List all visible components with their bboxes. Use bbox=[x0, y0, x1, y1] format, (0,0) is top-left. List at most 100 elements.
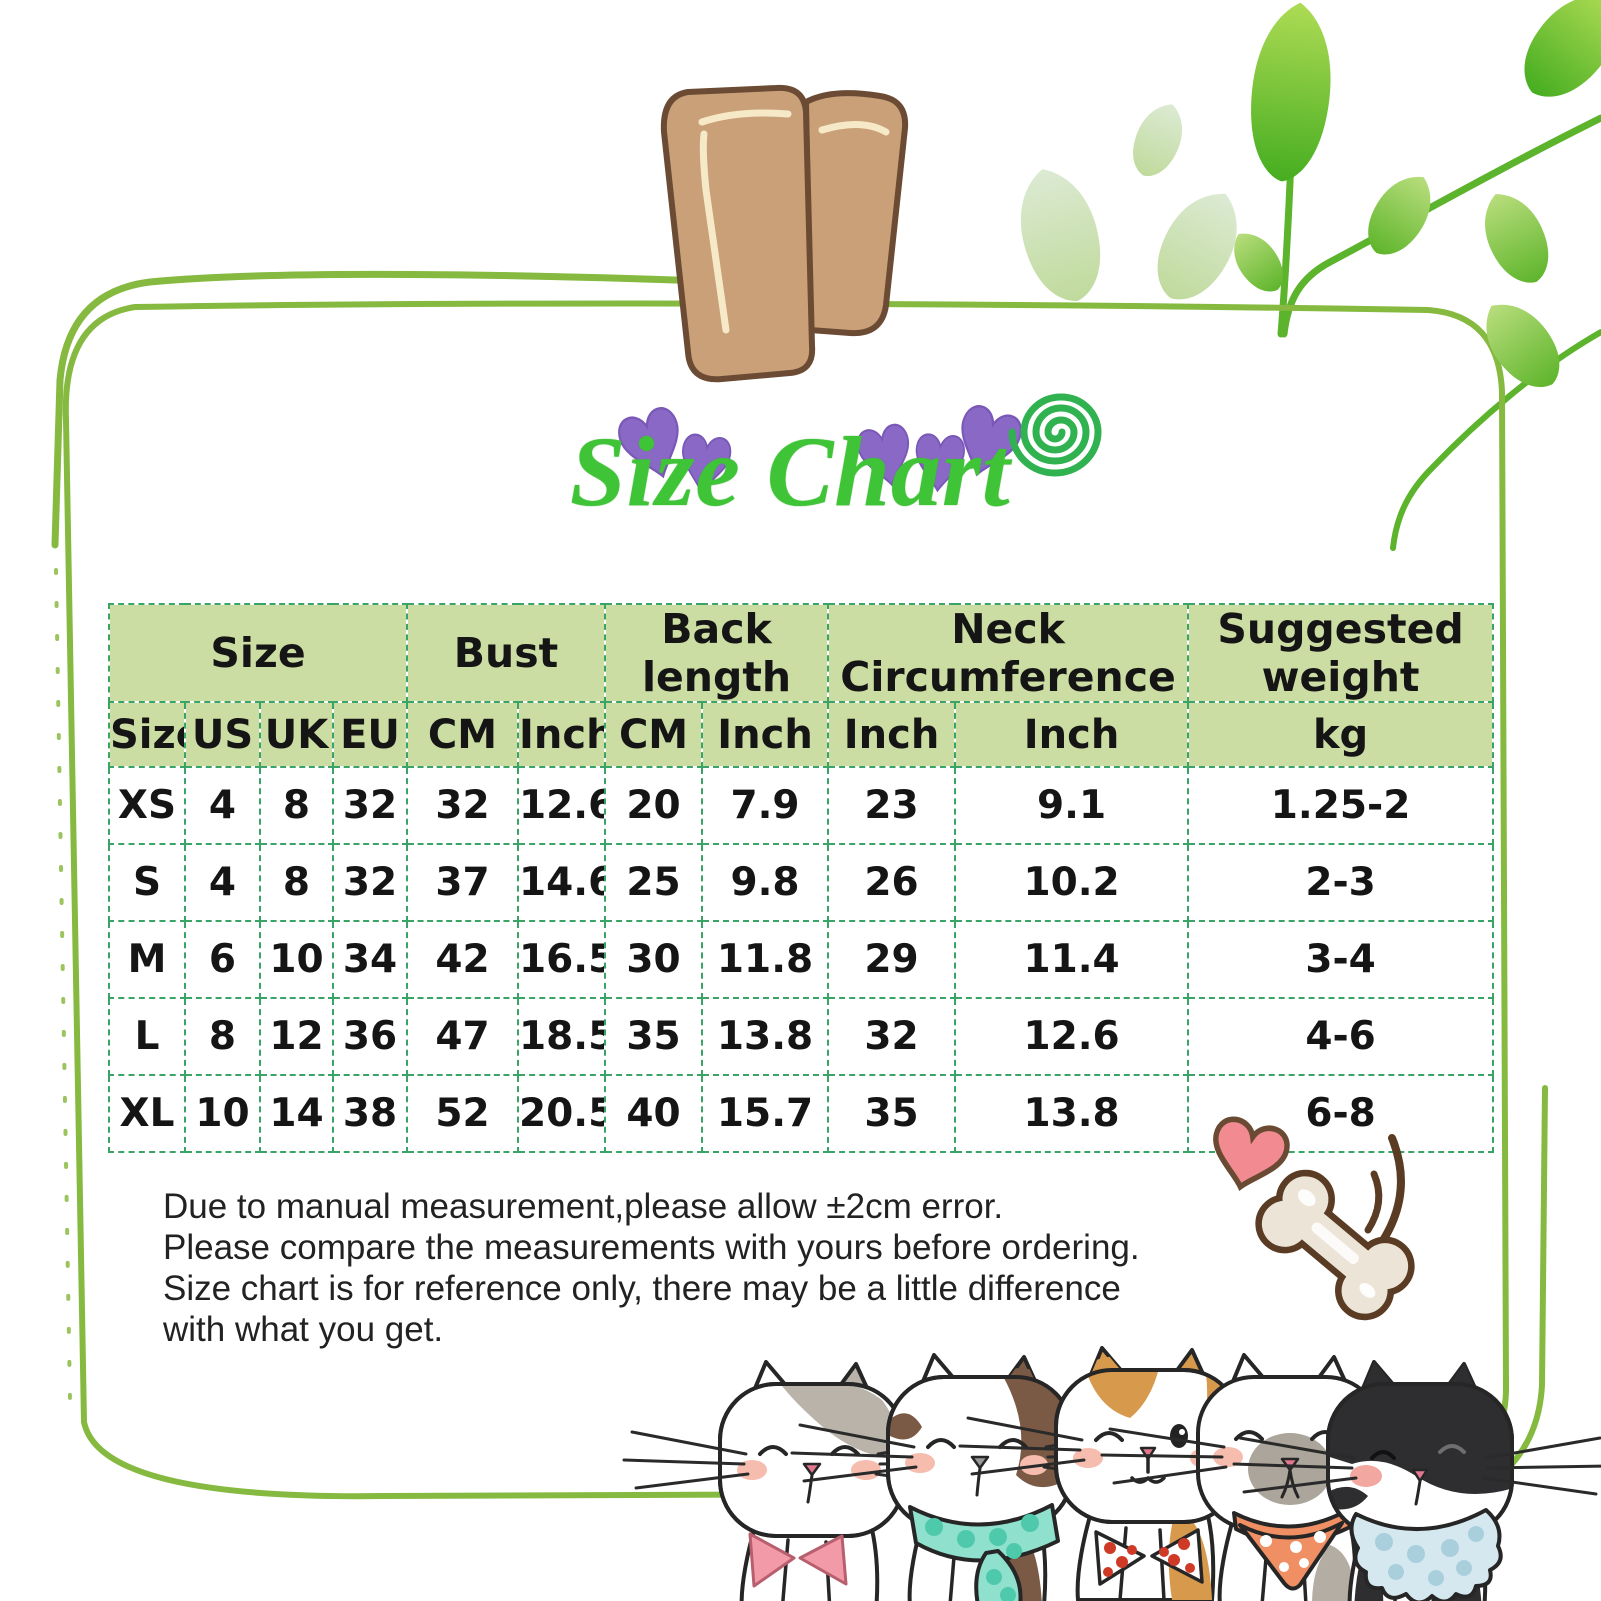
note-line: Due to manual measurement,please allow ±… bbox=[163, 1187, 1004, 1226]
table-cell: M bbox=[108, 920, 186, 999]
table-cell: 13.8 bbox=[954, 1074, 1190, 1153]
table-cell: 26 bbox=[827, 843, 957, 922]
table-cell: 40 bbox=[604, 1074, 704, 1153]
table-cell: 10 bbox=[184, 1074, 261, 1153]
group-header-size: Size bbox=[107, 603, 409, 703]
wooden-clothespin-icon bbox=[660, 84, 909, 383]
teal-scarf-icon bbox=[908, 1503, 1060, 1601]
table-cell: 4 bbox=[184, 766, 261, 845]
cat-brown-patch bbox=[790, 1353, 1170, 1601]
table-cell: 32 bbox=[406, 766, 520, 845]
table-cell: 23 bbox=[827, 766, 957, 845]
subheader-size: Size bbox=[108, 701, 186, 768]
table-cell: 10.2 bbox=[954, 843, 1190, 922]
table-cell: 12.6 bbox=[954, 997, 1190, 1076]
note-line: with what you get. bbox=[163, 1310, 444, 1349]
table-cell: 9.1 bbox=[954, 766, 1190, 845]
table-cell: 35 bbox=[604, 997, 704, 1076]
table-group-header-row: Size Bust Back length Neck Circumference… bbox=[107, 603, 1495, 703]
group-header-back-length: Back length bbox=[604, 603, 830, 703]
group-header-bust: Bust bbox=[406, 603, 607, 703]
group-header-neck-circumference: Neck Circumference bbox=[827, 603, 1190, 703]
table-cell: 4-6 bbox=[1187, 997, 1495, 1076]
table-cell: 20.5 bbox=[517, 1074, 607, 1153]
note-line: Size chart is for reference only, there … bbox=[163, 1269, 1121, 1308]
table-cell: 34 bbox=[331, 920, 409, 999]
subheader-uk: UK bbox=[259, 701, 334, 768]
cat-orange-wink bbox=[958, 1346, 1338, 1601]
size-table: Size Bust Back length Neck Circumference… bbox=[107, 603, 1495, 1153]
table-cell: 8 bbox=[184, 997, 261, 1076]
table-cell: 52 bbox=[406, 1074, 520, 1153]
table-cell: 12 bbox=[259, 997, 334, 1076]
red-polka-bow-icon bbox=[1094, 1528, 1204, 1586]
blue-scarf-icon bbox=[1349, 1508, 1503, 1601]
table-cell: XS bbox=[108, 766, 186, 845]
table-cell: 37 bbox=[406, 843, 520, 922]
table-cell: 6 bbox=[184, 920, 261, 999]
table-cell: 32 bbox=[331, 843, 409, 922]
table-cell: S bbox=[108, 843, 186, 922]
cat-black-white bbox=[1232, 1360, 1601, 1601]
table-cell: 14 bbox=[259, 1074, 334, 1153]
table-row-l: L 8 12 36 47 18.5 35 13.8 32 12.6 4-6 bbox=[108, 997, 1495, 1076]
pink-bowtie-icon bbox=[748, 1532, 848, 1588]
table-row-m: M 6 10 34 42 16.5 30 11.8 29 11.4 3-4 bbox=[108, 920, 1495, 999]
cat-grey-white bbox=[622, 1360, 1002, 1601]
leaf-branch-icon bbox=[1006, 0, 1601, 551]
subheader-back-inch: Inch bbox=[701, 701, 830, 768]
table-cell: XL bbox=[108, 1074, 186, 1153]
table-row-s: S 4 8 32 37 14.6 25 9.8 26 10.2 2-3 bbox=[108, 843, 1495, 922]
cat-grey-muzzle bbox=[1100, 1353, 1480, 1601]
table-row-xl: XL 10 14 38 52 20.5 40 15.7 35 13.8 6-8 bbox=[108, 1074, 1495, 1153]
table-row-xs: XS 4 8 32 32 12.6 20 7.9 23 9.1 1.25-2 bbox=[108, 766, 1495, 845]
table-cell: 35 bbox=[827, 1074, 957, 1153]
table-cell: 2-3 bbox=[1187, 843, 1495, 922]
measurement-notes: Due to manual measurement,please allow ±… bbox=[163, 1186, 1243, 1350]
subheader-back-cm: CM bbox=[604, 701, 704, 768]
page-title: Size Chart bbox=[570, 416, 1011, 527]
table-cell: 36 bbox=[331, 997, 409, 1076]
table-cell: 10 bbox=[259, 920, 334, 999]
subheader-bust-inch: Inch bbox=[517, 701, 607, 768]
table-cell: 15.7 bbox=[701, 1074, 830, 1153]
table-cell: 9.8 bbox=[701, 843, 830, 922]
table-cell: 7.9 bbox=[701, 766, 830, 845]
table-cell: 25 bbox=[604, 843, 704, 922]
table-cell: 32 bbox=[827, 997, 957, 1076]
leaf-icon bbox=[1469, 288, 1575, 402]
table-cell: 20 bbox=[604, 766, 704, 845]
table-cell: 13.8 bbox=[701, 997, 830, 1076]
table-cell: 12.6 bbox=[517, 766, 607, 845]
subheader-bust-cm: CM bbox=[406, 701, 520, 768]
table-cell: 16.5 bbox=[517, 920, 607, 999]
dog-bone-icon bbox=[1255, 1134, 1415, 1321]
table-cell: 47 bbox=[406, 997, 520, 1076]
subheader-eu: EU bbox=[331, 701, 409, 768]
table-cell: 29 bbox=[827, 920, 957, 999]
table-cell: 42 bbox=[406, 920, 520, 999]
table-cell: 3-4 bbox=[1187, 920, 1495, 999]
subheader-us: US bbox=[184, 701, 261, 768]
table-cell: L bbox=[108, 997, 186, 1076]
table-cell: 32 bbox=[331, 766, 409, 845]
cats-illustration bbox=[622, 1346, 1601, 1601]
table-cell: 4 bbox=[184, 843, 261, 922]
table-cell: 14.6 bbox=[517, 843, 607, 922]
table-cell: 1.25-2 bbox=[1187, 766, 1495, 845]
table-subheader-row: Size US UK EU CM Inch CM Inch Inch Inch … bbox=[108, 701, 1495, 768]
subheader-neck-inch-1: Inch bbox=[827, 701, 957, 768]
subheader-neck-inch-2: Inch bbox=[954, 701, 1190, 768]
note-line: Please compare the measurements with you… bbox=[163, 1228, 1140, 1267]
table-cell: 18.5 bbox=[517, 997, 607, 1076]
table-cell: 8 bbox=[259, 843, 334, 922]
subheader-kg: kg bbox=[1187, 701, 1495, 768]
orange-bandana-icon bbox=[1232, 1509, 1352, 1591]
table-cell: 30 bbox=[604, 920, 704, 999]
table-cell: 11.8 bbox=[701, 920, 830, 999]
table-cell: 6-8 bbox=[1187, 1074, 1495, 1153]
group-header-suggested-weight: Suggested weight bbox=[1187, 603, 1495, 703]
table-cell: 8 bbox=[259, 766, 334, 845]
table-cell: 11.4 bbox=[954, 920, 1190, 999]
